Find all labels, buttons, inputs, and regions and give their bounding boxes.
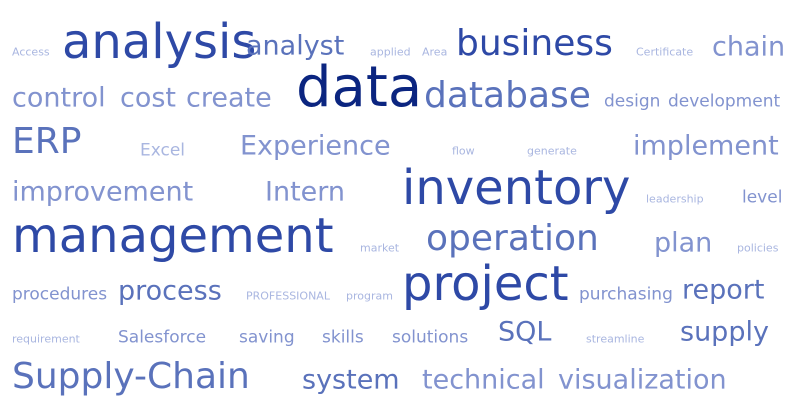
word-process: process xyxy=(118,275,222,307)
word-chain: chain xyxy=(712,31,786,63)
word-skills: skills xyxy=(322,327,364,348)
word-analysis: analysis xyxy=(62,14,257,70)
word-data: data xyxy=(296,55,423,120)
word-analyst: analyst xyxy=(246,30,345,62)
word-operation: operation xyxy=(426,218,599,259)
word-inventory: inventory xyxy=(402,160,631,216)
word-create: create xyxy=(186,82,272,114)
word-project: project xyxy=(402,256,569,312)
word-report: report xyxy=(682,274,765,306)
word-intern: Intern xyxy=(265,176,346,208)
word-purchasing: purchasing xyxy=(579,284,673,305)
word-program: program xyxy=(346,289,393,303)
word-erp: ERP xyxy=(12,121,82,162)
word-level: level xyxy=(742,187,783,208)
word-development: development xyxy=(668,91,781,112)
word-requirement: requirement xyxy=(12,332,80,346)
word-area: Area xyxy=(422,45,448,59)
word-access: Access xyxy=(12,45,50,59)
word-supply: supply xyxy=(680,316,769,348)
word-sql: SQL xyxy=(498,316,552,348)
word-database: database xyxy=(424,75,591,116)
word-technical: technical xyxy=(422,364,545,396)
word-experience: Experience xyxy=(240,130,391,162)
word-leadership: leadership xyxy=(646,192,704,206)
word-business: business xyxy=(456,23,613,64)
word-professional: PROFESSIONAL xyxy=(246,289,330,303)
word-saving: saving xyxy=(239,327,295,348)
word-control: control xyxy=(12,82,106,114)
word-cost: cost xyxy=(120,82,177,114)
word-policies: policies xyxy=(737,241,779,255)
word-supply-chain: Supply-Chain xyxy=(12,356,250,397)
word-solutions: solutions xyxy=(392,327,469,348)
word-management: management xyxy=(12,208,334,264)
word-visualization: visualization xyxy=(558,364,727,396)
word-salesforce: Salesforce xyxy=(118,327,207,348)
word-system: system xyxy=(302,364,400,396)
word-implement: implement xyxy=(633,130,779,162)
word-design: design xyxy=(604,91,661,112)
word-streamline: streamline xyxy=(586,332,645,346)
word-applied: applied xyxy=(370,45,411,59)
word-market: market xyxy=(360,241,400,255)
word-flow: flow xyxy=(452,144,475,158)
word-certificate: Certificate xyxy=(636,45,694,59)
word-plan: plan xyxy=(654,227,713,259)
word-generate: generate xyxy=(527,144,577,158)
word-excel: Excel xyxy=(140,140,186,161)
word-procedures: procedures xyxy=(12,284,108,305)
word-improvement: improvement xyxy=(12,176,194,208)
